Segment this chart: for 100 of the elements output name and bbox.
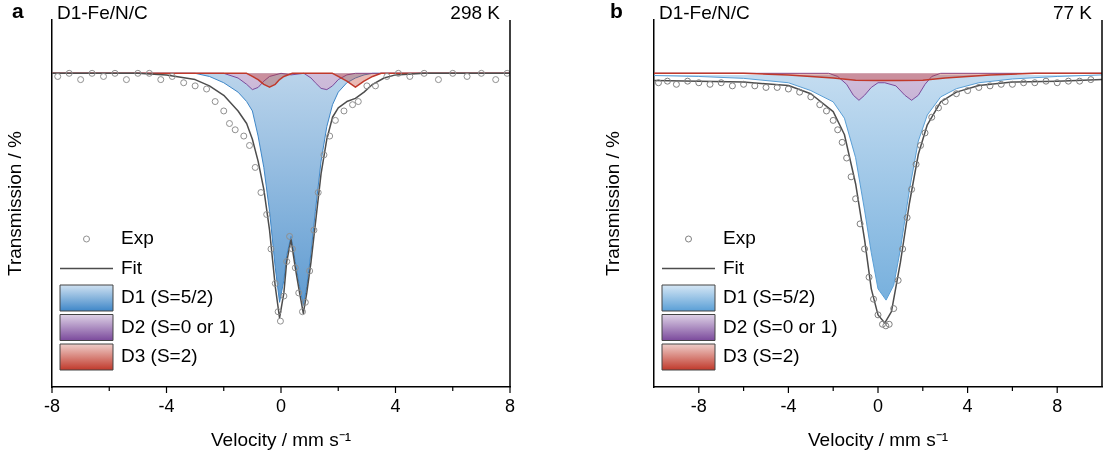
point [145,69,153,77]
point [203,85,211,93]
legend-label: D3 (S=2) [723,345,800,367]
point [267,245,275,253]
point [276,317,284,325]
point [420,69,428,77]
point [354,98,362,106]
point [295,289,303,297]
point [168,72,176,80]
chart-subtitle: 77 K [1052,1,1093,23]
point [986,82,994,90]
point [1031,79,1039,87]
point [882,322,890,330]
point [231,126,239,134]
point [65,69,73,77]
point [908,185,916,193]
chart-title: D1-Fe/N/C [57,1,148,23]
point [434,76,442,84]
legend-label: Fit [723,256,745,278]
point [934,104,942,112]
x-tick-label: 4 [962,395,973,416]
point [684,77,692,85]
x-tick-label: 8 [1052,395,1063,416]
point [672,80,680,88]
text: a [12,0,24,23]
point [829,116,837,124]
point [406,72,414,80]
x-axis-title: Velocity / mm s⁻¹ [210,428,352,450]
point [331,116,339,124]
point [1064,77,1072,85]
point [885,320,893,328]
x-tick-label: -4 [780,395,797,416]
point [220,107,228,115]
point [180,79,188,87]
point [449,69,457,77]
point [834,126,842,134]
point [157,76,165,84]
point [371,82,379,90]
point [291,264,299,272]
point [240,132,248,140]
point [492,76,500,84]
point [796,88,804,96]
point [251,163,259,171]
legend-label: Exp [121,227,154,249]
point [903,214,911,222]
legend-label: D1 (S=5/2) [723,286,816,308]
point [1042,77,1050,85]
point [363,82,371,90]
point [111,69,119,77]
point [77,76,85,84]
point [340,107,348,115]
x-tick-label: 4 [390,395,401,416]
point [503,69,510,77]
point [326,132,334,140]
x-axis-title: Velocity / mm s⁻¹ [807,428,949,450]
point [122,76,130,84]
point [912,160,920,168]
point [870,295,878,303]
point [865,273,873,281]
point [838,138,846,146]
point [191,82,199,90]
x-tick-label: -8 [690,395,707,416]
x-tick-label: -8 [43,395,61,416]
legend-label: D2 (S=0 or 1) [121,315,236,337]
point [88,69,96,77]
point [134,69,142,77]
point [847,173,855,181]
point [383,72,391,80]
chart-subtitle: 298 K [450,1,501,23]
point [856,220,864,228]
chart-title: D1-Fe/N/C [659,1,750,23]
point [349,101,357,109]
point [301,298,309,306]
point [894,276,902,284]
point [320,151,328,159]
x-tick-label: 0 [275,395,287,416]
text: b [610,0,623,23]
x-tick-label: -4 [158,395,175,416]
point [1008,80,1016,88]
point [807,93,815,101]
point [225,120,233,128]
point [288,245,296,253]
point [997,80,1005,88]
x-tick-label: 8 [504,395,516,416]
point [816,101,824,109]
point [728,82,736,90]
point [271,279,279,287]
point [100,72,108,80]
point [246,141,254,149]
point [952,90,960,98]
point [274,308,282,316]
legend-label: D3 (S=2) [121,345,198,367]
point [762,83,770,91]
point [1053,79,1061,87]
legend-label: Fit [121,256,143,278]
point [852,195,860,203]
point [784,85,792,93]
point [283,258,291,266]
point [874,311,882,319]
point [1087,76,1095,84]
